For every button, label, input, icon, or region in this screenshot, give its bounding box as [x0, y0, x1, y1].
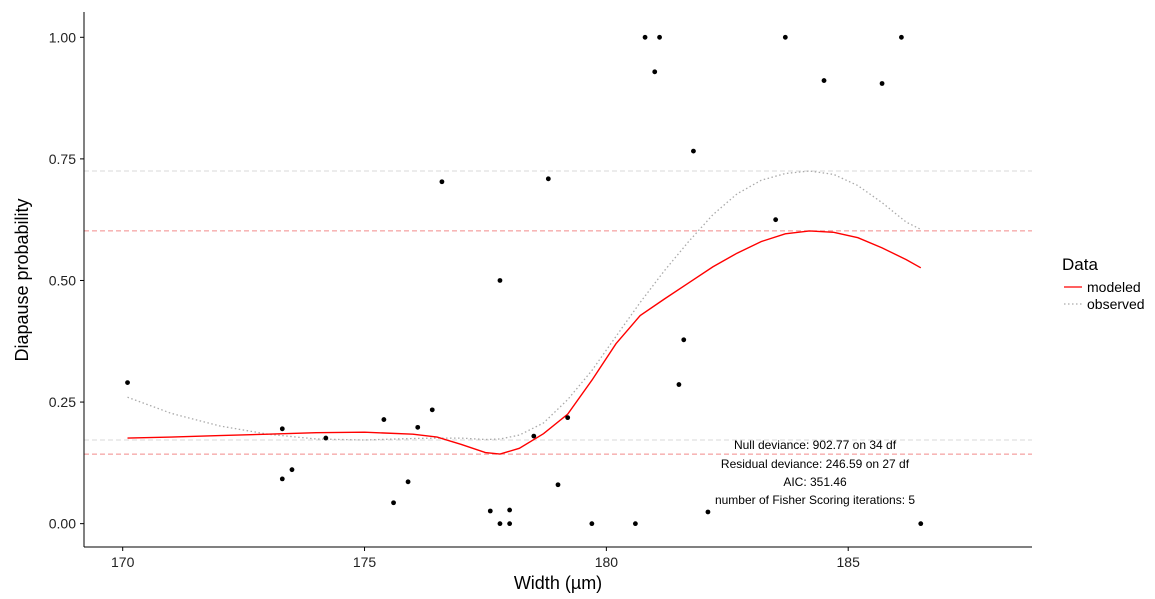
series-line-observed [127, 170, 922, 441]
y-tick-label-2: 0.50 [49, 272, 76, 288]
data-point-25 [676, 382, 682, 387]
data-point-3 [289, 467, 295, 473]
x-tick-label-0: 170 [111, 554, 135, 570]
y-axis-ticks: 0.00 0.25 0.50 0.75 1.00 [49, 29, 84, 532]
data-point-15 [507, 521, 513, 527]
data-point-2 [279, 476, 285, 482]
data-point-21 [632, 521, 638, 527]
y-tick-label-3: 0.75 [49, 151, 76, 167]
data-point-19 [565, 415, 571, 421]
y-tick-label-0: 0.00 [49, 516, 76, 532]
reference-lines [84, 170, 1032, 455]
data-point-24 [657, 34, 662, 40]
model-summary: Null deviance: 902.77 on 34 df Residual … [715, 438, 915, 507]
data-point-22 [642, 34, 648, 40]
data-point-7 [405, 479, 411, 485]
data-point-11 [487, 508, 493, 514]
data-points [125, 34, 924, 527]
x-tick-label-2: 180 [595, 554, 619, 570]
data-point-26 [681, 337, 687, 343]
data-point-32 [879, 81, 885, 86]
x-axis-title: Width (µm) [514, 573, 602, 593]
data-point-13 [497, 278, 503, 283]
data-point-12 [497, 521, 503, 527]
data-point-17 [545, 176, 551, 182]
data-point-16 [531, 433, 537, 439]
legend: Data modeled observed [1062, 255, 1145, 312]
series-line-modeled [127, 230, 922, 455]
x-tick-label-3: 185 [837, 554, 861, 570]
data-point-14 [507, 507, 513, 513]
data-point-34 [918, 521, 924, 527]
data-point-10 [439, 179, 445, 185]
annotation-residual-deviance: Residual deviance: 246.59 on 27 df [721, 457, 910, 471]
x-axis-ticks: 170 175 180 185 [111, 547, 860, 570]
data-point-31 [821, 78, 827, 83]
data-point-0 [125, 380, 130, 386]
data-point-33 [899, 34, 904, 40]
data-point-4 [323, 435, 329, 441]
annotation-aic: AIC: 351.46 [783, 475, 847, 489]
data-point-5 [381, 417, 387, 422]
x-tick-label-1: 175 [353, 554, 377, 570]
data-point-20 [589, 521, 595, 527]
legend-label-modeled: modeled [1087, 279, 1141, 295]
annotation-fisher-iterations: number of Fisher Scoring iterations: 5 [715, 493, 915, 507]
data-point-28 [705, 509, 711, 515]
data-point-27 [691, 148, 696, 154]
data-point-9 [429, 407, 435, 413]
data-point-1 [279, 426, 285, 432]
data-point-18 [555, 482, 561, 488]
annotation-null-deviance: Null deviance: 902.77 on 34 df [734, 438, 897, 452]
data-point-30 [782, 34, 788, 40]
data-point-8 [415, 424, 421, 430]
y-tick-label-1: 0.25 [49, 394, 76, 410]
y-axis-title: Diapause probability [12, 198, 32, 361]
data-point-6 [391, 500, 396, 506]
data-point-29 [773, 217, 779, 223]
data-point-23 [652, 69, 658, 75]
series-lines [127, 170, 922, 455]
y-tick-label-4: 1.00 [49, 29, 76, 45]
legend-label-observed: observed [1087, 296, 1145, 312]
legend-title: Data [1062, 255, 1098, 274]
